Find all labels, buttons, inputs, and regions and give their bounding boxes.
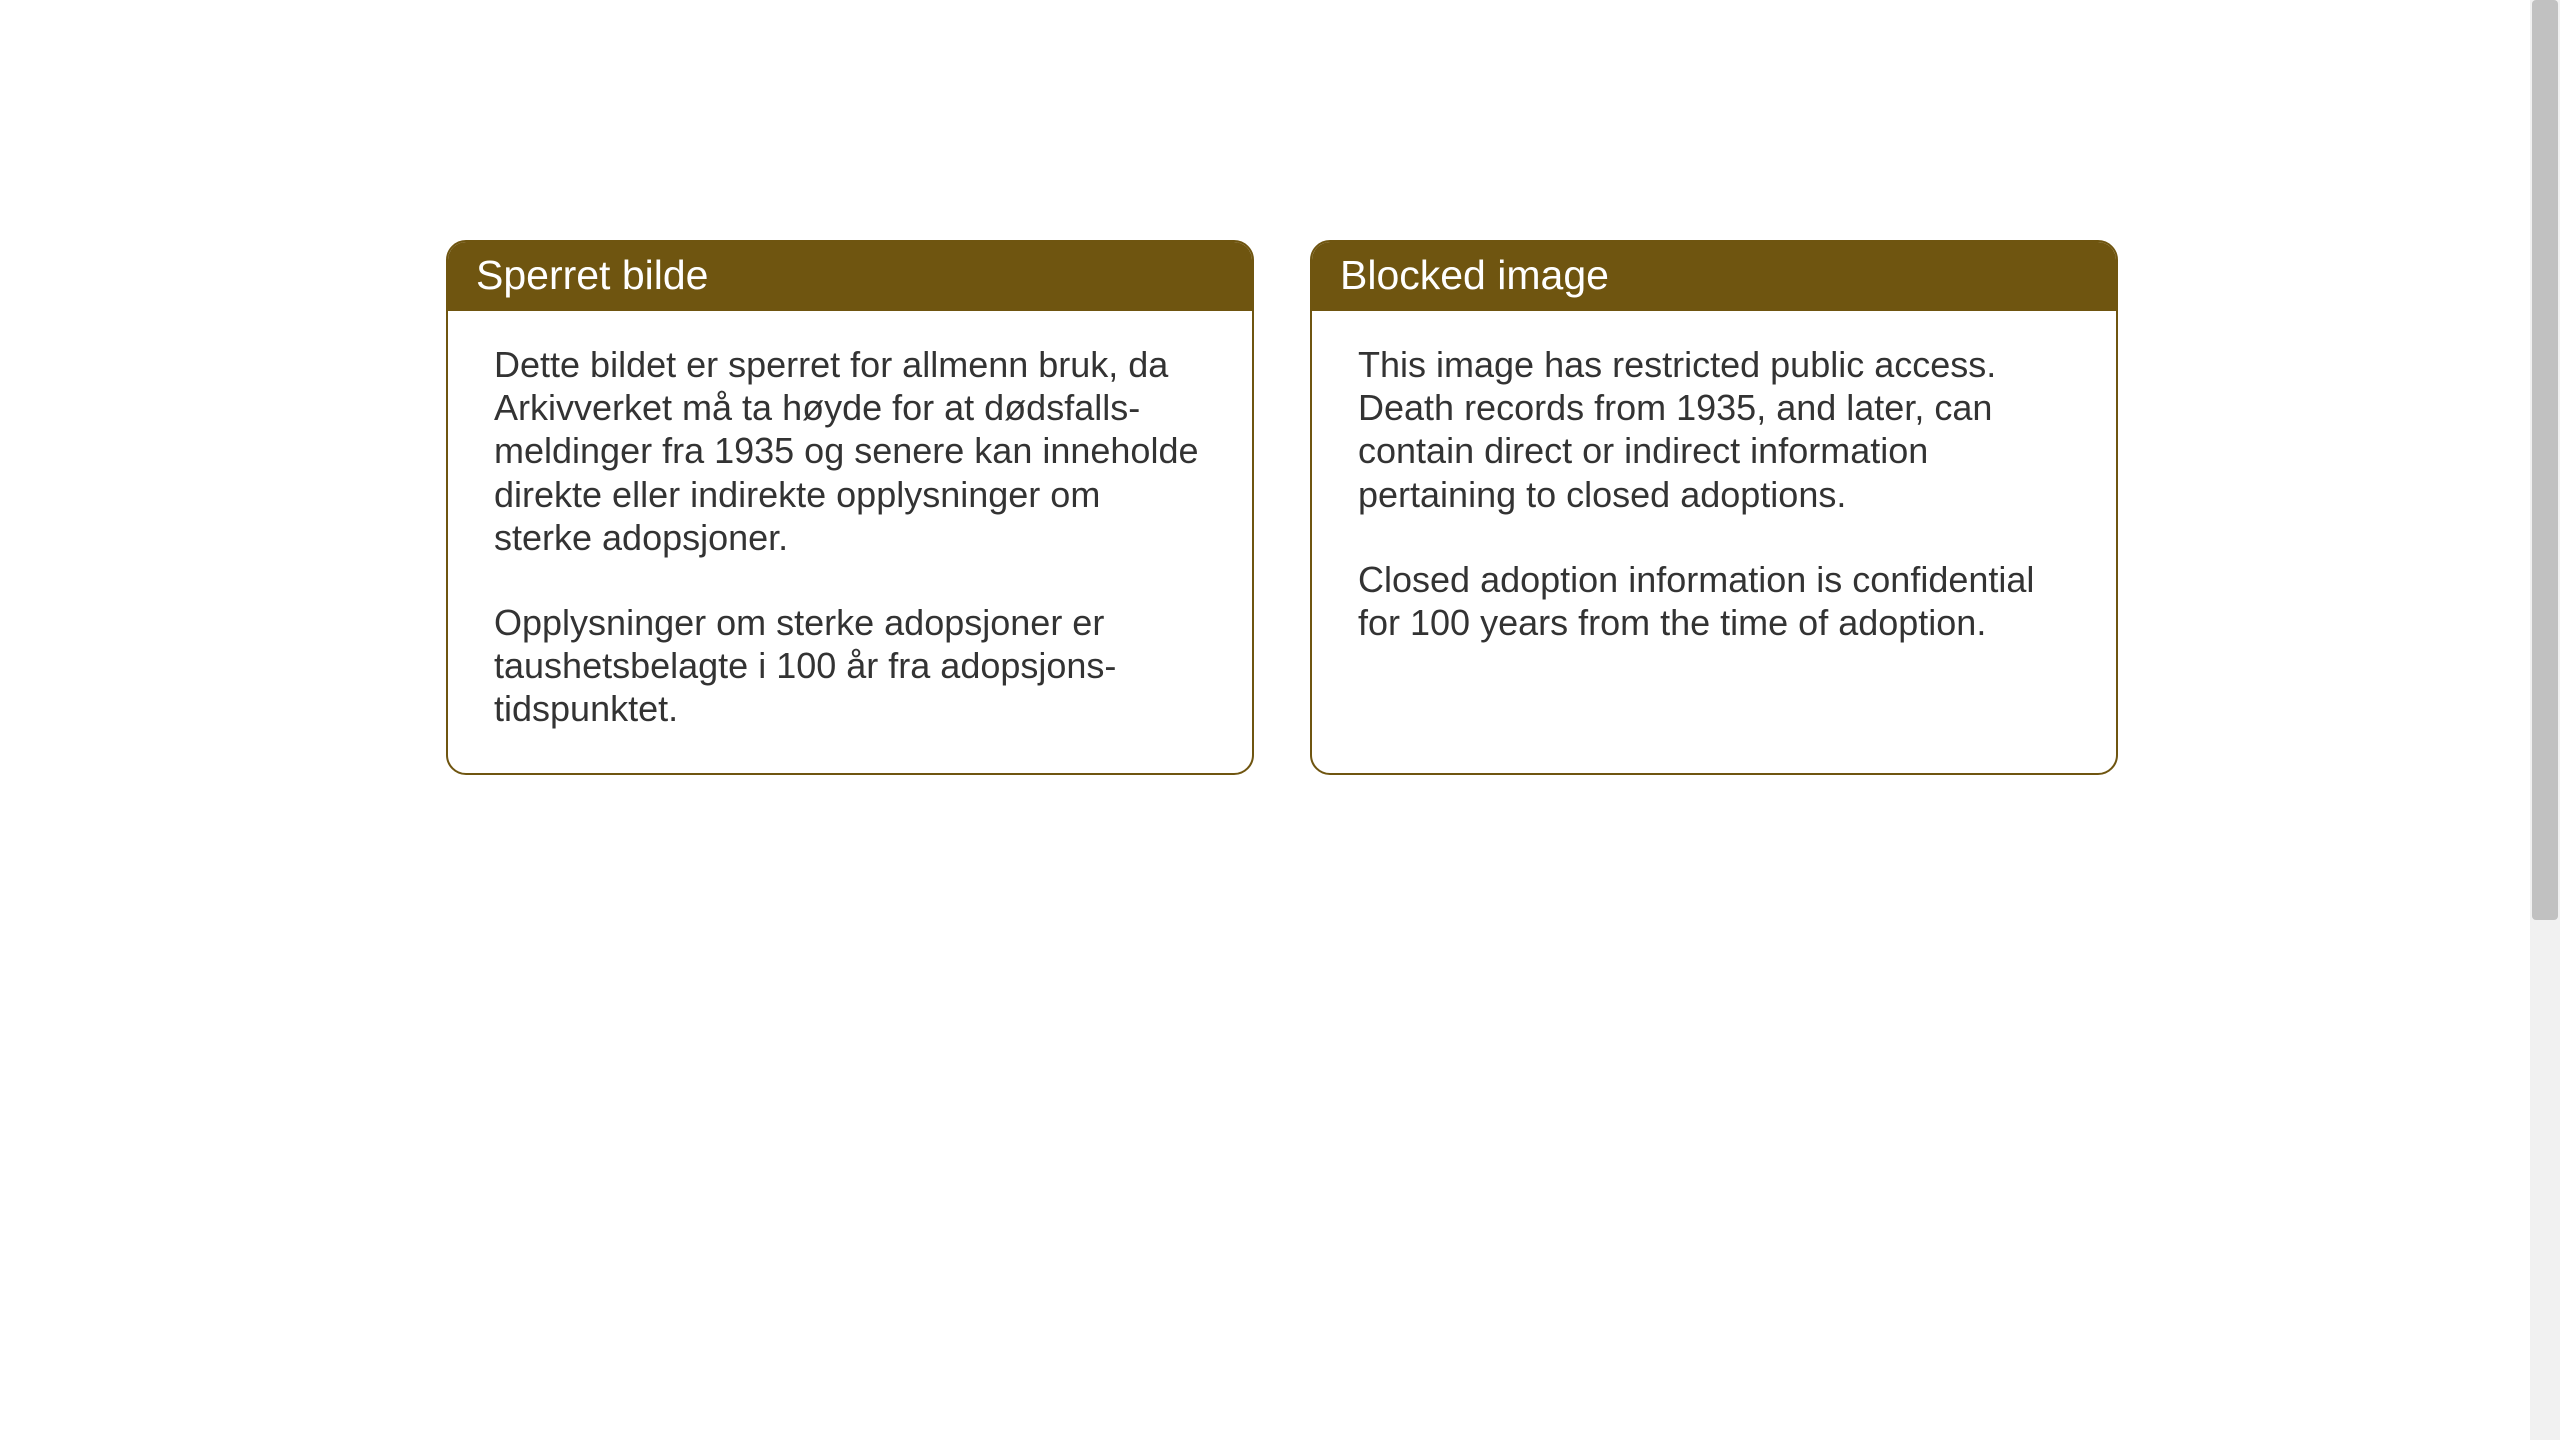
scrollbar-thumb[interactable] <box>2532 0 2558 920</box>
norwegian-card-body: Dette bildet er sperret for allmenn bruk… <box>448 311 1252 773</box>
norwegian-paragraph-2: Opplysninger om sterke adopsjoner er tau… <box>494 601 1206 731</box>
english-card-body: This image has restricted public access.… <box>1312 311 2116 686</box>
english-notice-card: Blocked image This image has restricted … <box>1310 240 2118 775</box>
norwegian-paragraph-1: Dette bildet er sperret for allmenn bruk… <box>494 343 1206 559</box>
english-paragraph-1: This image has restricted public access.… <box>1358 343 2070 516</box>
notice-container: Sperret bilde Dette bildet er sperret fo… <box>446 240 2118 775</box>
english-paragraph-2: Closed adoption information is confident… <box>1358 558 2070 644</box>
norwegian-card-title: Sperret bilde <box>448 242 1252 311</box>
norwegian-notice-card: Sperret bilde Dette bildet er sperret fo… <box>446 240 1254 775</box>
english-card-title: Blocked image <box>1312 242 2116 311</box>
vertical-scrollbar[interactable] <box>2530 0 2560 1440</box>
